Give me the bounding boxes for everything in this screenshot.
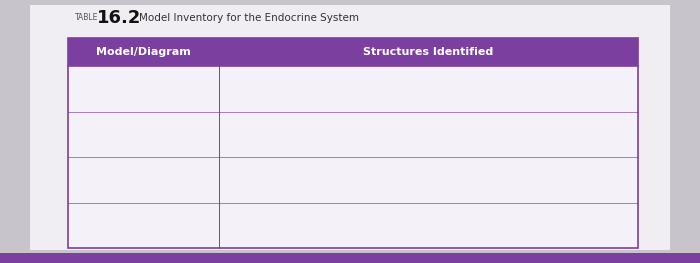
Bar — [68, 203, 219, 248]
Bar — [0, 253, 700, 263]
Bar — [219, 203, 638, 248]
Text: Structures Identified: Structures Identified — [363, 47, 494, 57]
Bar — [68, 38, 638, 248]
Bar — [68, 112, 219, 157]
Bar — [68, 157, 219, 203]
Bar — [219, 66, 638, 112]
Text: TABLE: TABLE — [75, 13, 99, 23]
Bar — [68, 66, 219, 112]
Bar — [68, 38, 219, 66]
Text: 16.2: 16.2 — [97, 9, 141, 27]
Bar — [219, 112, 638, 157]
Text: Model Inventory for the Endocrine System: Model Inventory for the Endocrine System — [139, 13, 359, 23]
Bar — [219, 38, 638, 66]
Text: Model/Diagram: Model/Diagram — [96, 47, 191, 57]
Bar — [219, 157, 638, 203]
